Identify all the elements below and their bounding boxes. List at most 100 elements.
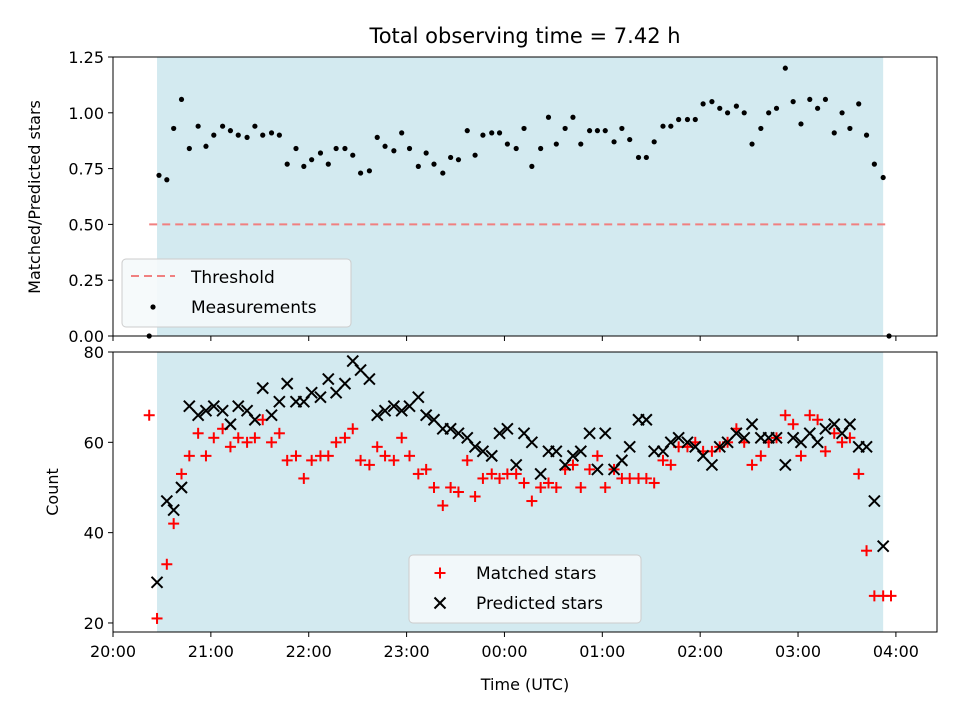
legend-matched-swatch — [434, 567, 446, 579]
measurement-point — [692, 116, 698, 123]
predicted-star-point — [395, 404, 408, 417]
measurement-point — [399, 130, 405, 136]
predicted-star-point — [199, 404, 213, 417]
measurement-point — [798, 121, 804, 127]
matched-star-point — [161, 558, 173, 570]
predicted-star-point — [786, 431, 800, 445]
cross-b — [730, 427, 743, 440]
cross-b — [681, 436, 694, 449]
matched-star-point — [542, 477, 554, 489]
matched-star-point — [477, 472, 489, 484]
predicted-star-point — [485, 449, 498, 463]
cross-b — [623, 440, 636, 454]
ratio-legend: Threshold Measurements — [121, 258, 352, 328]
cross-b — [501, 422, 514, 435]
measurement-point — [709, 99, 715, 105]
matched-star-point — [143, 409, 155, 421]
measurement-point — [521, 125, 527, 132]
legend-measurements-label: Measurements — [191, 298, 317, 318]
cross-b — [419, 409, 433, 422]
predicted-star-point — [468, 440, 482, 454]
ratio-x-ticks — [112, 336, 897, 341]
predicted-star-point — [550, 445, 563, 458]
cross-b — [664, 436, 678, 449]
cross-b — [232, 399, 245, 413]
measurement-point — [489, 130, 495, 136]
measurement-point — [562, 125, 568, 132]
cross-b — [738, 431, 751, 445]
predicted-star-point — [493, 427, 506, 440]
matched-star-point — [779, 409, 791, 421]
measurement-point — [268, 130, 275, 136]
predicted-star-point — [583, 427, 596, 440]
measurement-point — [611, 139, 617, 145]
predicted-star-point — [338, 377, 352, 390]
measurement-point — [423, 150, 429, 156]
y-tick-label: 1.00 — [68, 104, 104, 123]
predicted-star-point — [280, 377, 294, 390]
matched-star-point — [224, 441, 236, 453]
predicted-star-point — [591, 463, 604, 476]
measurement-point — [766, 110, 772, 116]
cross-b — [412, 390, 425, 404]
measurement-point — [220, 123, 226, 129]
matched-star-point — [648, 477, 660, 489]
matched-star-point — [836, 436, 848, 448]
cross-b — [175, 481, 188, 494]
cross-b — [876, 539, 890, 553]
predicted-star-point — [647, 445, 661, 458]
matched-star-point — [819, 445, 831, 457]
matched-star-point — [812, 414, 824, 426]
matched-star-point — [266, 436, 278, 448]
predicted-star-point — [574, 445, 587, 458]
measurement-point — [871, 161, 877, 167]
ratio-plot-frame — [112, 56, 938, 337]
measurement-point — [496, 130, 503, 136]
predicted-star-point — [640, 413, 653, 426]
cross-b — [207, 399, 221, 413]
predicted-star-point — [387, 399, 401, 413]
predicted-star-point — [273, 395, 286, 408]
matched-star-point — [665, 459, 677, 471]
measurement-point — [171, 125, 177, 132]
measurement-point — [782, 65, 788, 71]
measurement-point — [178, 96, 185, 103]
matched-star-point — [183, 450, 195, 462]
measurement-point — [211, 132, 217, 138]
cross-b — [248, 413, 262, 426]
measurement-point — [164, 177, 170, 183]
cross-b — [615, 454, 629, 467]
count-legend: Matched stars Predicted stars — [408, 554, 642, 624]
measurement-point — [538, 145, 544, 152]
measurement-point — [504, 141, 510, 147]
matched-star-point — [330, 436, 342, 448]
cross-b — [191, 409, 205, 422]
measurement-point — [839, 110, 845, 116]
legend-measurements-swatch — [150, 304, 156, 310]
measurement-point — [822, 96, 829, 103]
cross-b — [534, 467, 547, 481]
matched-star-point — [396, 432, 408, 444]
predicted-star-point — [419, 409, 433, 422]
matched-star-point — [755, 450, 767, 462]
matched-star-point — [567, 459, 579, 471]
predicted-star-point — [452, 427, 465, 440]
x-axis-label: Time (UTC) — [480, 675, 569, 694]
cross-b — [461, 431, 474, 445]
x-tick-label: 22:00 — [286, 642, 332, 661]
cross-b — [224, 418, 237, 431]
matched-star-point — [208, 432, 220, 444]
measurement-points — [146, 65, 892, 339]
predicted-star-point — [860, 440, 873, 454]
measurement-point — [717, 105, 723, 111]
matched-star-point — [861, 545, 873, 557]
measurement-point — [448, 154, 454, 161]
measurement-point — [545, 114, 552, 120]
measurement-point — [684, 116, 691, 123]
predicted-star-point — [160, 494, 174, 508]
cross-b — [452, 427, 465, 440]
cross-b — [183, 399, 196, 413]
matched-star-point — [151, 612, 163, 624]
matched-star-point — [412, 468, 424, 480]
predicted-star-point — [770, 431, 783, 445]
